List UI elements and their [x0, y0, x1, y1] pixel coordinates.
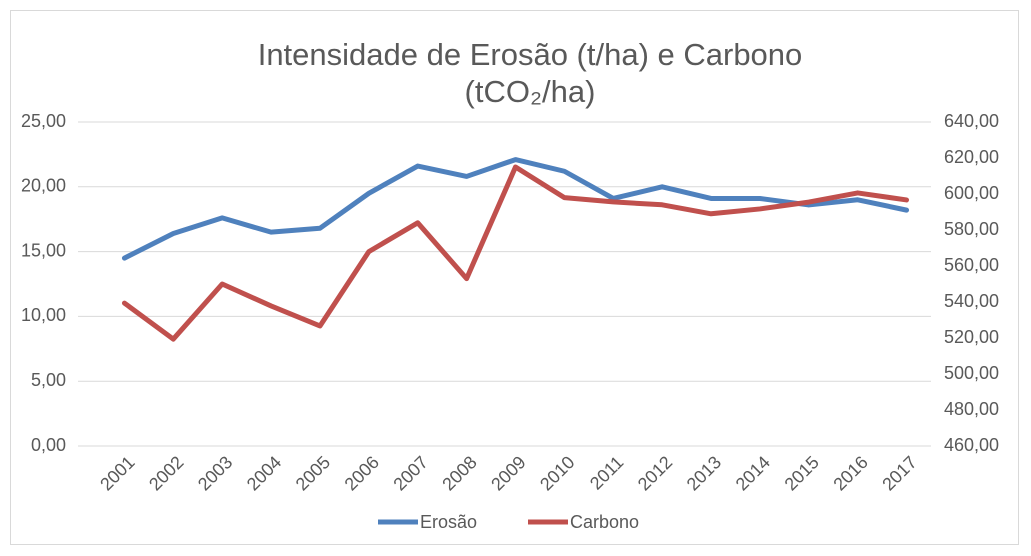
y-tick-label: 15,00	[21, 240, 66, 260]
y-tick-label: 0,00	[31, 435, 66, 455]
y2-tick-label: 500,00	[944, 363, 999, 383]
y2-tick-label: 520,00	[944, 327, 999, 347]
chart-border	[10, 10, 1019, 545]
y-tick-label: 10,00	[21, 305, 66, 325]
y2-tick-label: 640,00	[944, 111, 999, 131]
y2-tick-label: 620,00	[944, 147, 999, 167]
y2-tick-label: 600,00	[944, 183, 999, 203]
y2-tick-label: 540,00	[944, 291, 999, 311]
y2-tick-label: 580,00	[944, 219, 999, 239]
y-tick-label: 20,00	[21, 176, 66, 196]
legend-label: Erosão	[420, 512, 477, 532]
y2-tick-label: 460,00	[944, 435, 999, 455]
data-line	[121, 164, 910, 342]
data-line	[121, 157, 910, 261]
legend-label: Carbono	[570, 512, 639, 532]
y2-tick-label: 560,00	[944, 255, 999, 275]
y-tick-label: 25,00	[21, 111, 66, 131]
chart-title: Intensidade de Erosão (t/ha) e Carbono (…	[257, 37, 803, 109]
y-tick-label: 5,00	[31, 370, 66, 390]
y2-tick-label: 480,00	[944, 399, 999, 419]
